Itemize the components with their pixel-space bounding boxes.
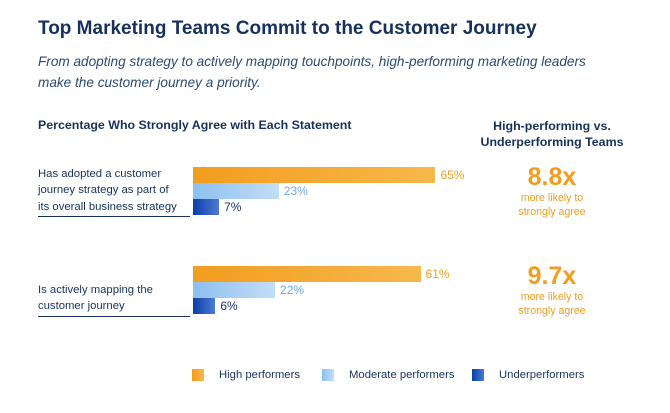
value-label-under-cat-2: 6% xyxy=(220,299,238,313)
value-label-moderate-cat-2: 22% xyxy=(280,283,305,297)
bar-chart-heading: Percentage Who Strongly Agree with Each … xyxy=(38,118,352,132)
legend-item-moderate-performers: Moderate performers xyxy=(322,369,454,381)
bar-moderate-performers-cat-1 xyxy=(193,183,279,199)
value-label-high-cat-1: 65% xyxy=(440,168,465,182)
chart-subtitle: From adopting strategy to actively mappi… xyxy=(38,51,648,93)
bar-moderate-performers-cat-2 xyxy=(193,282,276,298)
multiplier-1-description: more likely to strongly agree xyxy=(482,192,622,219)
category-label-2-line-1: Is actively mapping the xyxy=(38,284,153,296)
value-label-under-cat-1: 7% xyxy=(224,200,242,214)
legend-item-underperformers: Underperformers xyxy=(472,369,584,381)
category-label-1-line-2: journey strategy as part of xyxy=(38,184,169,197)
legend-label-high: High performers xyxy=(219,369,300,381)
category-label-1-line-1: Has adopted a customer xyxy=(38,168,162,180)
comparison-heading-line-1: High-performing vs. xyxy=(493,119,611,133)
bar-underperformers-cat-1 xyxy=(193,199,220,215)
comparison-heading: High-performing vs. Underperforming Team… xyxy=(462,118,642,150)
category-label-1: Has adopted a customer journey strategy … xyxy=(38,166,190,217)
multiplier-2-description: more likely to strongly agree xyxy=(482,291,622,318)
subtitle-line-2: make the customer journey a priority. xyxy=(38,75,261,90)
multiplier-1: 8.8x xyxy=(527,163,577,191)
value-label-high-cat-2: 61% xyxy=(425,267,450,281)
legend-label-moderate: Moderate performers xyxy=(349,369,455,381)
subtitle-line-1: From adopting strategy to actively mappi… xyxy=(38,54,586,69)
multiplier-1-desc-line-2: strongly agree xyxy=(518,205,586,218)
category-label-1-line-3: its overall business strategy xyxy=(38,200,177,213)
legend-label-under: Underperformers xyxy=(499,369,585,381)
bar-high-performers-cat-1 xyxy=(193,167,436,183)
bar-high-performers-cat-2 xyxy=(193,266,421,282)
bar-underperformers-cat-2 xyxy=(193,298,216,314)
legend-item-high-performers: High performers xyxy=(192,369,300,381)
multiplier-1-desc-line-1: more likely to xyxy=(520,192,584,204)
chart-title: Top Marketing Teams Commit to the Custom… xyxy=(38,18,537,39)
comparison-heading-line-2: Underperforming Teams xyxy=(480,135,624,149)
multiplier-2-desc-line-1: more likely to xyxy=(520,291,584,303)
legend-swatch-under xyxy=(472,369,484,381)
category-label-2-line-2: customer journey xyxy=(38,300,125,313)
multiplier-2: 9.7x xyxy=(527,262,577,290)
value-label-moderate-cat-1: 23% xyxy=(283,184,308,198)
legend-swatch-high xyxy=(192,369,204,381)
legend-swatch-moderate xyxy=(322,369,334,381)
multiplier-2-desc-line-2: strongly agree xyxy=(518,304,586,317)
category-label-2: Is actively mapping the customer journey xyxy=(38,282,190,317)
